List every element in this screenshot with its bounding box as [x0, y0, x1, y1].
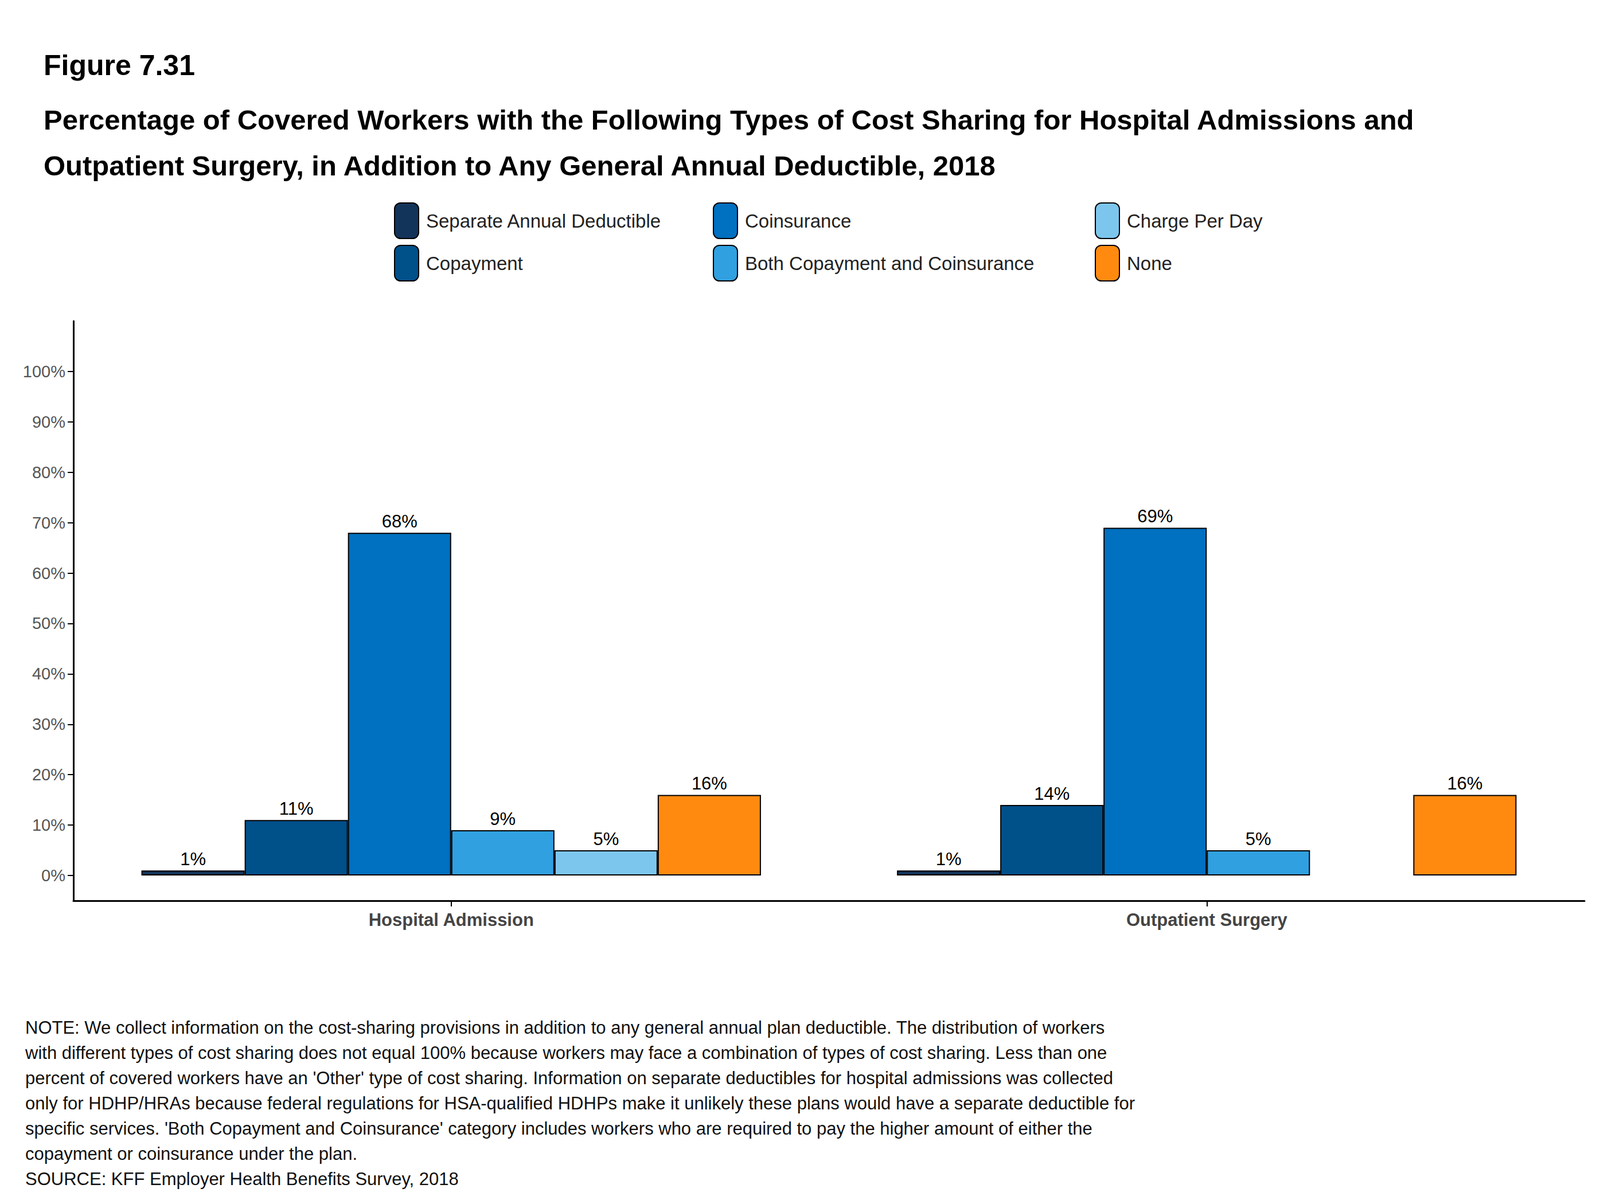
- svg-text:70%: 70%: [32, 513, 66, 533]
- svg-text:20%: 20%: [32, 765, 66, 784]
- svg-text:100%: 100%: [22, 362, 66, 381]
- svg-text:1%: 1%: [180, 849, 206, 870]
- svg-text:5%: 5%: [1245, 829, 1272, 850]
- svg-text:SOURCE: KFF Employer Health Be: SOURCE: KFF Employer Health Benefits Sur…: [25, 1169, 459, 1190]
- svg-text:40%: 40%: [32, 664, 66, 684]
- svg-text:68%: 68%: [381, 511, 418, 532]
- svg-text:only for HDHP/HRAs because fed: only for HDHP/HRAs because federal regul…: [25, 1093, 1141, 1114]
- svg-text:Hospital Admission: Hospital Admission: [368, 910, 534, 931]
- svg-text:with different types of cost s: with different types of cost sharing doe…: [24, 1043, 1112, 1064]
- svg-text:10%: 10%: [32, 816, 66, 835]
- svg-text:11%: 11%: [279, 798, 314, 819]
- svg-text:copayment or coinsurance under: copayment or coinsurance under the plan.: [25, 1144, 358, 1165]
- svg-text:80%: 80%: [32, 463, 66, 482]
- svg-text:14%: 14%: [1033, 783, 1070, 805]
- svg-text:Figure 7.31: Figure 7.31: [43, 49, 195, 82]
- svg-text:Outpatient Surgery: Outpatient Surgery: [1126, 910, 1289, 931]
- svg-text:NOTE: We collect information o: NOTE: We collect information on the cost…: [25, 1017, 1110, 1038]
- svg-text:50%: 50%: [32, 614, 66, 633]
- svg-text:Separate Annual Deductible: Separate Annual Deductible: [426, 210, 661, 232]
- svg-text:None: None: [1126, 252, 1173, 275]
- svg-text:Coinsurance: Coinsurance: [744, 210, 852, 232]
- svg-text:Copayment: Copayment: [426, 252, 524, 275]
- svg-text:69%: 69%: [1137, 506, 1173, 527]
- svg-text:specific services. 'Both Copay: specific services. 'Both Copayment and C…: [25, 1118, 1098, 1139]
- svg-text:30%: 30%: [32, 715, 66, 734]
- svg-text:Both Copayment and Coinsurance: Both Copayment and Coinsurance: [744, 252, 1034, 275]
- svg-text:0%: 0%: [41, 866, 66, 885]
- svg-text:9%: 9%: [489, 809, 516, 830]
- svg-text:90%: 90%: [32, 412, 66, 432]
- svg-text:1%: 1%: [935, 849, 962, 870]
- svg-text:16%: 16%: [1446, 773, 1483, 794]
- svg-text:60%: 60%: [32, 564, 66, 583]
- svg-text:16%: 16%: [691, 773, 728, 794]
- svg-text:Percentage of Covered Workers: Percentage of Covered Workers with the F…: [43, 104, 1422, 136]
- svg-text:Outpatient Surgery, in Additio: Outpatient Surgery, in Addition to Any G…: [43, 150, 996, 182]
- svg-text:Charge Per Day: Charge Per Day: [1126, 210, 1263, 232]
- svg-text:percent of covered workers hav: percent of covered workers have an 'Othe…: [25, 1068, 1119, 1089]
- svg-text:5%: 5%: [592, 829, 619, 850]
